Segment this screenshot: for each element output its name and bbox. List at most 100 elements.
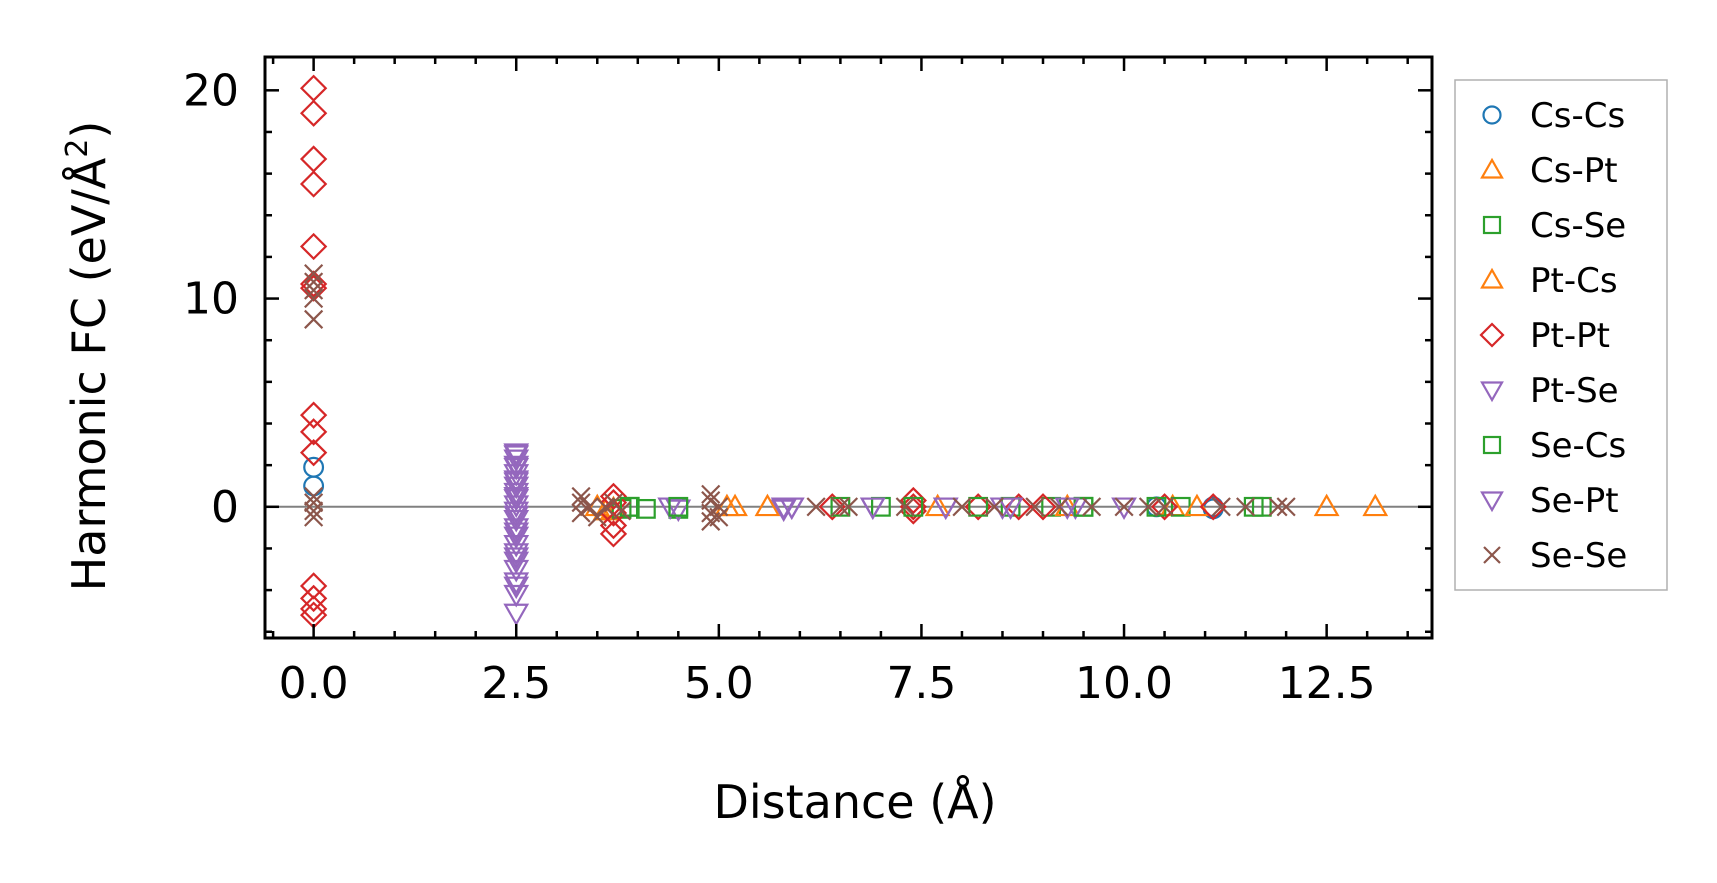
series-pt-pt [299, 74, 1227, 629]
data-point [635, 498, 656, 519]
data-point [304, 309, 324, 329]
marker-stroke [304, 493, 324, 513]
data-point [1199, 493, 1227, 521]
data-point [599, 511, 628, 540]
marker-stroke [304, 288, 324, 309]
data-point [503, 518, 530, 541]
data-point [503, 501, 530, 525]
marker-stroke [838, 497, 859, 517]
y-axis-title-superscript: 2 [60, 139, 95, 158]
legend-label: Se-Cs [1530, 426, 1626, 466]
data-point [304, 486, 324, 506]
series-se-se [304, 263, 1296, 531]
data-point [503, 472, 530, 496]
legend-label: Cs-Cs [1530, 96, 1625, 136]
y-tick-label: 20 [183, 65, 239, 116]
legend-entry-cs-cs: Cs-Cs [1482, 96, 1625, 136]
legend-entry-pt-cs: Pt-Cs [1480, 261, 1618, 301]
data-point [503, 509, 530, 533]
data-point [1082, 497, 1102, 517]
data-point [806, 497, 826, 517]
data-point [778, 497, 805, 521]
x-tick-label: 5.0 [684, 658, 754, 709]
data-point [701, 484, 721, 504]
marker-stroke [1049, 497, 1069, 517]
data-point [754, 493, 781, 517]
y-axis-title-close: ) [62, 121, 116, 139]
data-point [968, 496, 989, 517]
data-point [830, 497, 850, 517]
data-point [304, 493, 324, 513]
marker-stroke [1025, 497, 1045, 517]
data-point [924, 493, 951, 517]
legend-marker [1482, 105, 1502, 125]
x-tick-label: 2.5 [481, 658, 551, 709]
data-point [299, 274, 328, 302]
data-point [722, 493, 748, 517]
marker-stroke [304, 507, 324, 527]
data-point [503, 603, 530, 627]
marker-stroke [895, 497, 915, 517]
marker-stroke [304, 263, 324, 284]
data-point [1268, 497, 1288, 517]
marker-stroke [1138, 497, 1158, 517]
legend-marker [1479, 322, 1505, 348]
data-point [1049, 497, 1069, 517]
data-point [503, 487, 530, 510]
y-axis-title-main: Harmonic FC (eV/Å [62, 157, 116, 591]
data-point [984, 497, 1004, 517]
data-point [299, 74, 328, 102]
marker-stroke [806, 497, 826, 517]
data-point [299, 418, 328, 446]
data-point [1313, 493, 1340, 517]
legend-entry-se-cs: Se-Cs [1482, 426, 1626, 466]
data-point [503, 559, 530, 583]
data-point [503, 449, 530, 473]
data-point [579, 497, 599, 517]
legend-marker [1483, 546, 1501, 564]
x-tick-label: 10.0 [1075, 658, 1173, 709]
data-point [304, 280, 324, 300]
data-point [1154, 497, 1175, 517]
marker-stroke [304, 280, 324, 300]
data-point [932, 497, 959, 521]
data-point [303, 475, 325, 497]
data-point [503, 455, 530, 479]
marker-stroke [701, 484, 721, 504]
data-point [599, 520, 628, 548]
data-point [299, 170, 328, 198]
data-point [1362, 493, 1389, 517]
marker-stroke [1236, 497, 1256, 517]
marker-stroke [304, 309, 324, 329]
data-point [503, 547, 530, 571]
marker-stroke [1114, 497, 1134, 517]
data-point [503, 482, 530, 506]
marker-stroke [952, 497, 972, 517]
legend-label: Cs-Se [1530, 206, 1626, 246]
data-point [952, 497, 972, 517]
data-point [571, 503, 591, 523]
data-point [770, 499, 797, 523]
legend-marker [1480, 381, 1504, 403]
data-point [299, 401, 328, 429]
data-point [299, 584, 328, 613]
legend-entry-se-pt: Se-Pt [1480, 481, 1619, 521]
data-point [1251, 496, 1272, 517]
data-point [701, 511, 721, 531]
data-point [899, 486, 927, 515]
series-pt-se [503, 443, 1137, 627]
legend-label: Pt-Se [1530, 371, 1619, 411]
marker-stroke [587, 507, 607, 527]
plot-frame [263, 55, 1434, 640]
legend-marker [1480, 157, 1504, 179]
data-point [503, 572, 530, 595]
marker-stroke [1211, 497, 1231, 517]
marker-stroke [612, 501, 632, 521]
marker-stroke [1082, 497, 1102, 517]
legend: Cs-Cs Cs-Pt Cs-Se Pt-Cs Pt-Pt Pt-Se Se-Cs Se-Pt… [1454, 79, 1668, 591]
series-cs-cs [303, 456, 1224, 520]
data-point [1276, 497, 1296, 517]
data-point [1236, 497, 1256, 517]
legend-entry-cs-se: Cs-Se [1482, 206, 1626, 246]
